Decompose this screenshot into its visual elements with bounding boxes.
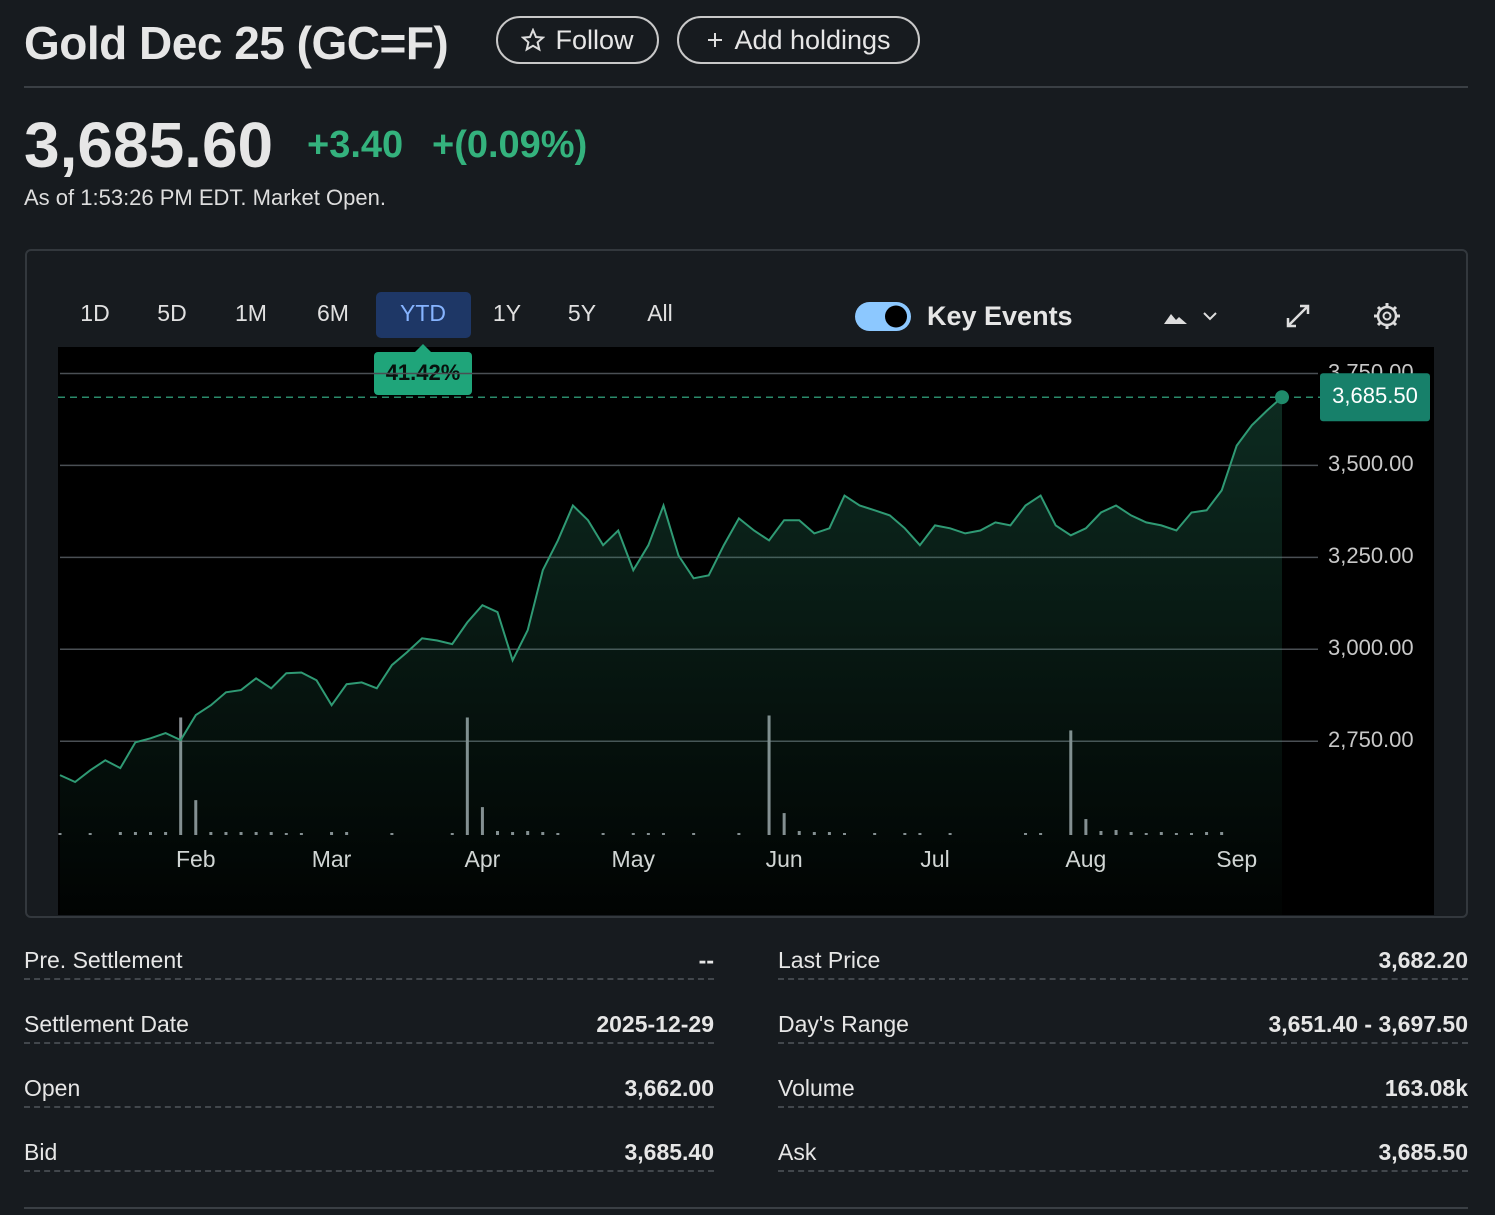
toggle-knob xyxy=(885,305,907,328)
as-of: As of 1:53:26 PM EDT. Market Open. xyxy=(24,185,386,210)
follow-button[interactable]: Follow xyxy=(496,16,659,64)
stat-label: Volume xyxy=(778,1074,855,1101)
range-tab[interactable]: YTD xyxy=(400,300,446,326)
range-tab[interactable]: 1D xyxy=(80,300,109,326)
settings-icon[interactable] xyxy=(1374,303,1400,329)
stat-value: 3,662.00 xyxy=(624,1074,714,1101)
stat-row: Volume 163.08k xyxy=(778,1070,1468,1108)
add-holdings-label: Add holdings xyxy=(734,24,891,55)
add-holdings-button[interactable]: Add holdings xyxy=(677,16,920,64)
stat-label: Open xyxy=(24,1074,81,1101)
stat-row: Last Price 3,682.20 xyxy=(778,942,1468,980)
stat-value: 3,685.50 xyxy=(1378,1138,1468,1165)
stat-value: -- xyxy=(698,946,714,973)
change-percent: +(0.09%) xyxy=(432,124,588,166)
stat-label: Last Price xyxy=(778,946,881,973)
gear-hub xyxy=(1382,311,1392,321)
follow-label: Follow xyxy=(555,24,634,55)
stat-value: 163.08k xyxy=(1384,1074,1468,1101)
current-price-label: 3,685.50 xyxy=(1332,383,1418,408)
stat-label: Ask xyxy=(778,1138,817,1165)
stat-value: 3,682.20 xyxy=(1378,946,1468,973)
range-tab[interactable]: 6M xyxy=(317,300,349,326)
range-tab[interactable]: 5D xyxy=(157,300,186,326)
stat-label: Pre. Settlement xyxy=(24,946,183,973)
stat-label: Day's Range xyxy=(778,1010,909,1037)
range-tab[interactable]: 1Y xyxy=(493,300,521,326)
star-icon xyxy=(521,28,546,52)
stat-row: Ask 3,685.50 xyxy=(778,1134,1468,1172)
stat-label: Bid xyxy=(24,1138,58,1165)
chart-panel xyxy=(25,249,1468,918)
y-tick-label: 3,000.00 xyxy=(1328,635,1414,660)
return-tag-pointer xyxy=(415,344,431,352)
stat-row: Day's Range 3,651.40 - 3,697.50 xyxy=(778,1006,1468,1044)
active-range xyxy=(376,292,471,338)
stat-row: Settlement Date 2025-12-29 xyxy=(24,1006,714,1044)
bottom-divider xyxy=(24,1207,1468,1209)
change: +3.40 xyxy=(307,124,404,166)
range-tab[interactable]: All xyxy=(647,300,673,326)
range-tab[interactable]: 1M xyxy=(235,300,267,326)
range-tab[interactable]: 5Y xyxy=(568,300,596,326)
expand-icon[interactable] xyxy=(1286,304,1310,328)
chart-type-icon[interactable] xyxy=(1164,314,1187,324)
chevron-icon xyxy=(1203,312,1217,321)
title: Gold Dec 25 (GC=F) xyxy=(24,17,449,69)
stat-row: Open 3,662.00 xyxy=(24,1070,714,1108)
return-value: 41.42% xyxy=(386,360,461,385)
price-area xyxy=(60,397,1282,915)
gear-teeth xyxy=(1374,303,1400,329)
current-price-box xyxy=(1320,373,1430,422)
plus-icon xyxy=(708,33,723,47)
stat-row: Pre. Settlement -- xyxy=(24,942,714,980)
stat-value: 3,685.40 xyxy=(624,1138,714,1165)
price: 3,685.60 xyxy=(24,109,274,181)
y-tick-label: 3,500.00 xyxy=(1328,451,1414,476)
stat-value: 2025-12-29 xyxy=(596,1010,714,1037)
current-point xyxy=(1275,390,1289,405)
stat-value: 3,651.40 - 3,697.50 xyxy=(1268,1010,1469,1037)
stat-label: Settlement Date xyxy=(24,1010,189,1037)
stat-row: Bid 3,685.40 xyxy=(24,1134,714,1172)
key-events: Key Events xyxy=(927,301,1073,331)
y-tick-label: 2,750.00 xyxy=(1328,727,1414,752)
divider xyxy=(24,86,1468,88)
y-tick-label: 3,250.00 xyxy=(1328,543,1414,568)
price-line xyxy=(59,396,1283,784)
